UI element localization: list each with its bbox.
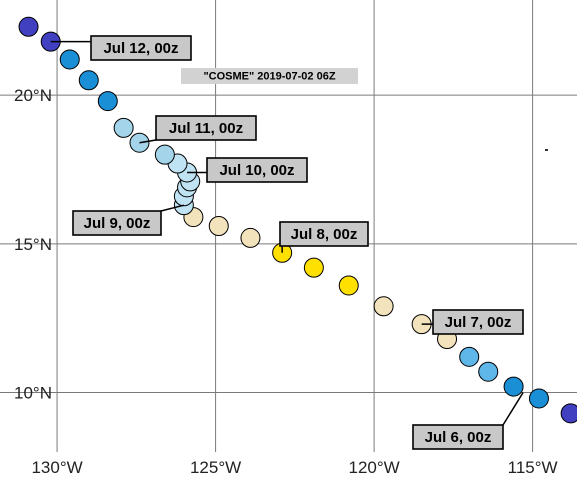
y-tick-label: 15°N xyxy=(14,235,52,254)
date-label: Jul 6, 00z xyxy=(412,392,524,450)
track-point xyxy=(528,388,549,409)
label-text: Jul 9, 00z xyxy=(84,215,151,232)
track-point xyxy=(78,70,99,91)
x-tick-label: 120°W xyxy=(348,458,399,477)
y-tick-label: 20°N xyxy=(14,86,52,105)
track-point xyxy=(113,117,134,138)
label-box xyxy=(90,35,192,61)
storm-track xyxy=(18,16,577,424)
date-label: Jul 9, 00z xyxy=(72,204,185,236)
label-text: Jul 7, 00z xyxy=(445,314,512,331)
label-text: Jul 6, 00z xyxy=(425,429,492,446)
map-title: "COSME" 2019-07-02 06Z xyxy=(181,68,358,84)
label-box xyxy=(279,221,369,247)
date-label: Jul 11, 00z xyxy=(139,115,257,144)
x-tick-label: 115°W xyxy=(508,458,558,477)
track-point xyxy=(373,296,394,317)
label-text: Jul 12, 00z xyxy=(103,40,178,57)
track-point xyxy=(478,361,499,382)
date-label: Jul 12, 00z xyxy=(50,35,192,61)
date-annotations: Jul 6, 00z Jul 7, 00z Jul 8, 00z Jul 9, 00z… xyxy=(50,35,524,450)
label-leader-line xyxy=(139,139,157,144)
axis-tick-labels: 130°W 125°W 120°W 115°W 20°N 15°N 10°N xyxy=(14,86,558,477)
label-box xyxy=(206,157,308,183)
label-box xyxy=(72,210,162,236)
date-label: Jul 10, 00z xyxy=(187,157,308,183)
label-box xyxy=(155,115,257,141)
date-label: Jul 7, 00z xyxy=(421,309,524,335)
track-point xyxy=(154,144,175,165)
track-point xyxy=(240,227,261,248)
label-text: Jul 8, 00z xyxy=(291,226,358,243)
label-text: Jul 10, 00z xyxy=(219,162,294,179)
label-leader-line xyxy=(160,204,185,212)
date-label: Jul 8, 00z xyxy=(279,221,369,253)
x-tick-label: 130°W xyxy=(31,458,82,477)
map-title-text: "COSME" 2019-07-02 06Z xyxy=(203,70,335,82)
track-point xyxy=(208,216,229,236)
track-point xyxy=(459,346,480,367)
track-point xyxy=(560,403,577,424)
label-leader-line xyxy=(502,392,524,426)
track-point xyxy=(503,376,524,397)
label-box xyxy=(432,309,524,335)
y-tick-label: 10°N xyxy=(14,384,52,403)
track-point xyxy=(18,16,39,37)
x-tick-label: 125°W xyxy=(190,458,241,477)
label-text: Jul 11, 00z xyxy=(169,120,243,137)
map-speck xyxy=(545,149,548,151)
track-point xyxy=(338,275,359,296)
track-point xyxy=(97,91,118,112)
track-point xyxy=(59,49,80,70)
label-box xyxy=(412,424,504,450)
track-point xyxy=(303,257,324,278)
